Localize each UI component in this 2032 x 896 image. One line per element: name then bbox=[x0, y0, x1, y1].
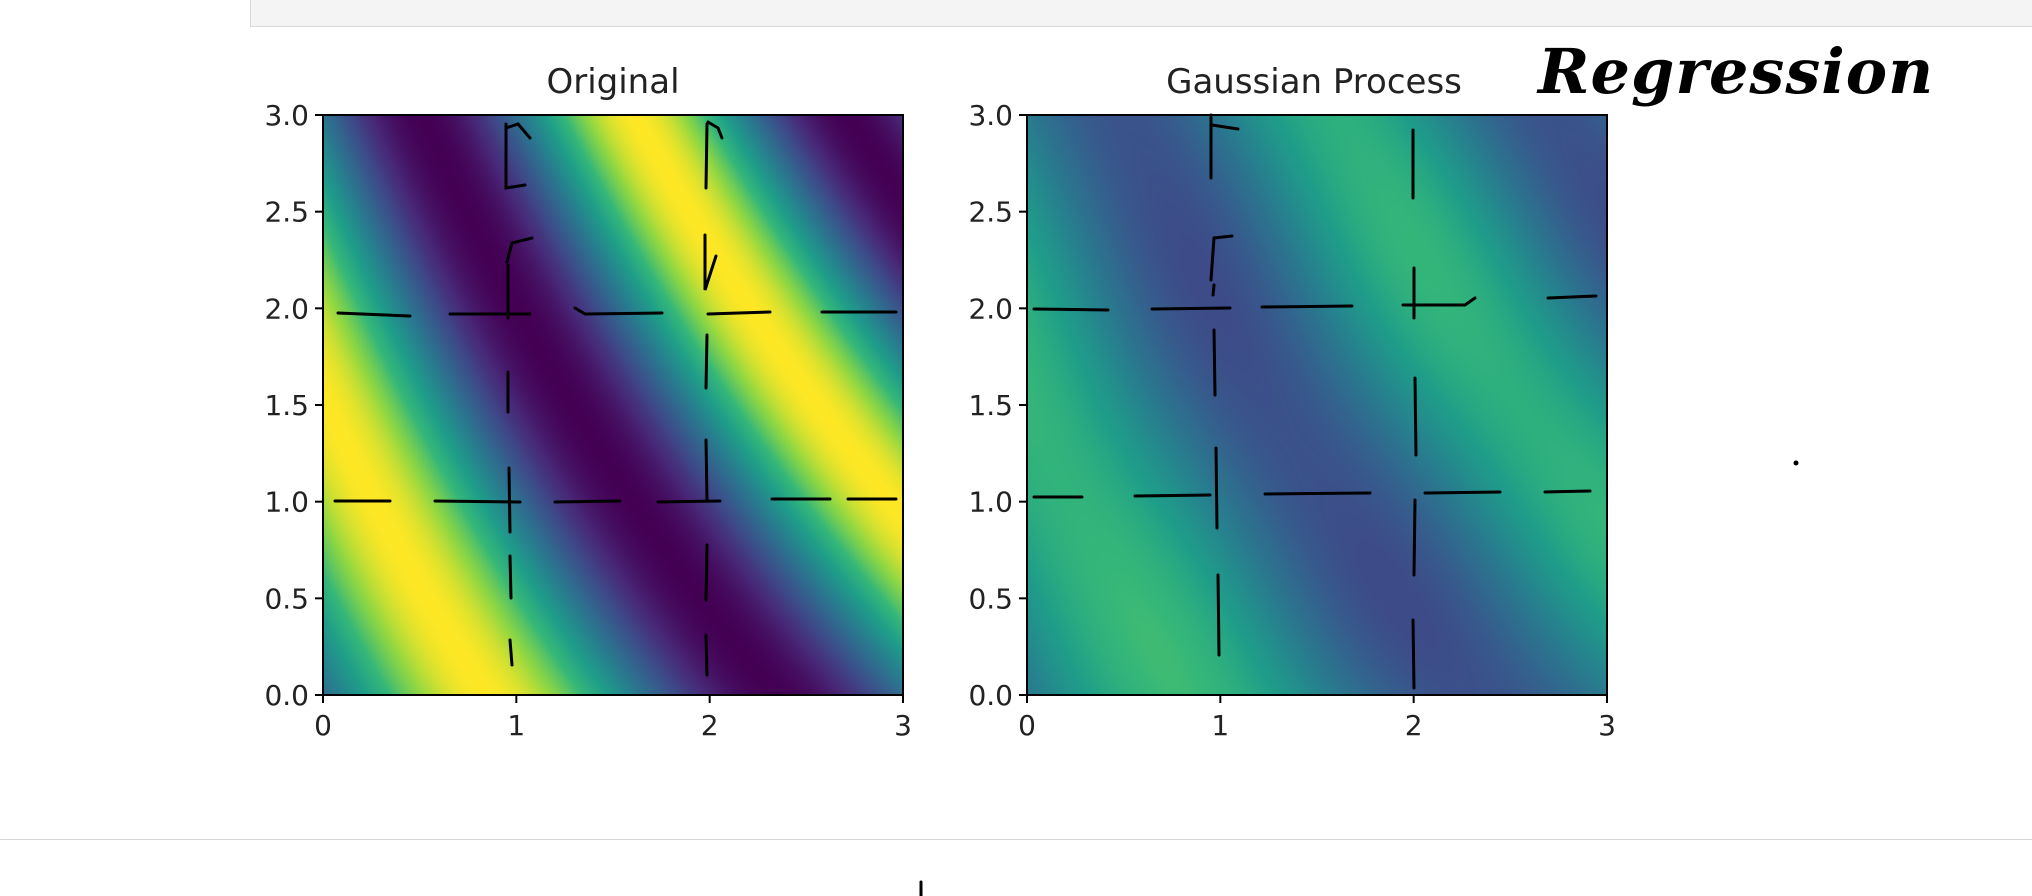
axes: 0 1 2 3 0.0 0.5 1.0 1.5 2.0 2.5 3.0 bbox=[968, 99, 1615, 742]
y-tick-label: 1.5 bbox=[968, 389, 1013, 422]
top-cell-bar bbox=[250, 0, 2032, 27]
output-cell-frame bbox=[0, 0, 2032, 840]
chart-title: Gaussian Process bbox=[1166, 62, 1462, 102]
chart-title: Original bbox=[546, 62, 679, 102]
y-tick-label: 2.5 bbox=[264, 196, 309, 229]
x-tick-label: 3 bbox=[1598, 709, 1616, 742]
handwritten-annotation: Regression bbox=[1536, 35, 1934, 108]
y-tick-label: 3.0 bbox=[264, 99, 309, 132]
y-tick-label: 2.0 bbox=[968, 292, 1013, 325]
y-tick-label: 0.0 bbox=[968, 679, 1013, 712]
stray-pen-dot bbox=[1793, 460, 1799, 466]
chart-gaussian-process: Gaussian Process 0 1 2 3 0.0 0.5 1.0 1.5 2.0 2.5 3… bbox=[968, 62, 1615, 742]
hand-drawn-grid bbox=[333, 120, 898, 677]
y-tick-label: 1.0 bbox=[968, 486, 1013, 519]
x-tick-label: 3 bbox=[894, 709, 912, 742]
chart-original: Original 0 1 2 3 0.0 0.5 1.0 1.5 2.0 2.5 3.0 bbox=[264, 62, 911, 742]
x-tick-label: 2 bbox=[1405, 709, 1423, 742]
x-tick-label: 0 bbox=[1018, 709, 1036, 742]
axes: 0 1 2 3 0.0 0.5 1.0 1.5 2.0 2.5 3.0 bbox=[264, 99, 911, 742]
y-tick-label: 1.0 bbox=[264, 486, 309, 519]
y-tick-label: 2.5 bbox=[968, 196, 1013, 229]
y-tick-label: 1.5 bbox=[264, 389, 309, 422]
x-tick-label: 1 bbox=[507, 709, 525, 742]
y-tick-label: 0.5 bbox=[968, 582, 1013, 615]
y-tick-label: 3.0 bbox=[968, 99, 1013, 132]
hand-drawn-grid bbox=[1032, 113, 1598, 690]
y-tick-label: 0.5 bbox=[264, 582, 309, 615]
y-tick-label: 0.0 bbox=[264, 679, 309, 712]
y-tick-label: 2.0 bbox=[264, 292, 309, 325]
x-tick-label: 0 bbox=[314, 709, 332, 742]
heatmap-image bbox=[1027, 115, 1607, 695]
x-tick-label: 2 bbox=[701, 709, 719, 742]
heatmap-image bbox=[323, 115, 903, 695]
x-tick-label: 1 bbox=[1211, 709, 1229, 742]
